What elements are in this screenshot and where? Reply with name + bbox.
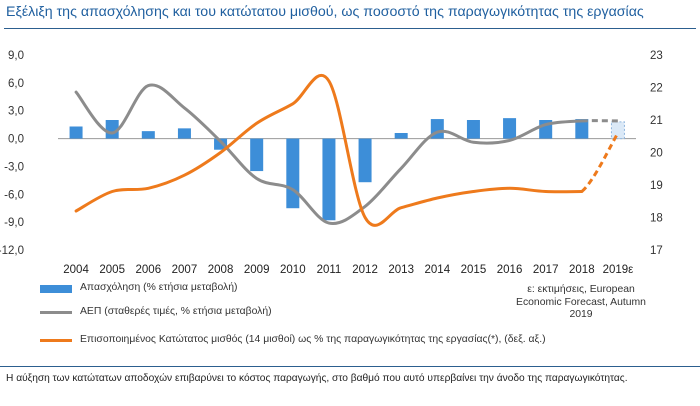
- bar-employment: [610, 121, 625, 140]
- y-right-tick-label: 20: [650, 148, 663, 160]
- x-tick-label: 2008: [208, 264, 234, 276]
- x-tick-label: 2016: [497, 264, 523, 276]
- y-right-tick-label: 23: [650, 50, 663, 62]
- x-tick-label: 2006: [136, 264, 162, 276]
- y-right-tick-label: 19: [650, 180, 663, 192]
- chart-title: Εξέλιξη της απασχόλησης και του κατώτατο…: [6, 4, 644, 20]
- title-divider: [4, 28, 696, 29]
- y-left-tick-label: 3,0: [8, 106, 24, 118]
- line-minwage: [74, 73, 584, 227]
- bar-employment: [322, 138, 336, 221]
- x-tick-label: 2015: [461, 264, 487, 276]
- legend-label-gdp: ΑΕΠ (σταθερές τιμές, % ετήσια μεταβολή): [80, 306, 272, 317]
- bar-employment: [394, 133, 408, 139]
- y-right-tick-label: 22: [650, 83, 663, 95]
- x-tick-label: 2013: [388, 264, 414, 276]
- legend-swatch-gdp: [40, 311, 72, 314]
- x-tick-label: 2009: [244, 264, 270, 276]
- bar-employment: [177, 128, 191, 139]
- footer-text: Η αύξηση των κατώτατων αποδοχών επιβαρύν…: [6, 373, 628, 384]
- x-tick-label: 2014: [425, 264, 451, 276]
- y-left-tick-label: 0,0: [8, 134, 24, 146]
- x-tick-label: 2019ε: [603, 264, 634, 276]
- bar-employment: [466, 120, 480, 139]
- bar-employment: [214, 138, 228, 150]
- y-right-tick-label: 18: [650, 213, 663, 225]
- x-tick-label: 2010: [280, 264, 306, 276]
- bar-employment: [503, 118, 517, 139]
- x-tick-label: 2007: [172, 264, 198, 276]
- legend-label-employment: Απασχόληση (% ετήσια μεταβολή): [80, 282, 238, 293]
- x-tick-label: 2011: [317, 264, 342, 276]
- bar-employment: [69, 126, 83, 139]
- bar-employment: [141, 131, 155, 139]
- y-right-tick-label: 21: [650, 115, 663, 127]
- bar-employment: [286, 138, 300, 209]
- legend-swatch-minwage: [40, 339, 72, 342]
- footer-divider: [0, 366, 700, 367]
- legend-swatch-employment: [40, 285, 72, 293]
- line-minwage-estimate: [580, 132, 620, 193]
- y-left-tick-label: 9,0: [8, 50, 24, 62]
- bar-employment: [250, 138, 264, 172]
- x-tick-label: 2005: [99, 264, 125, 276]
- bar-employment: [575, 119, 589, 139]
- estimate-note: ε: εκτιμήσεις, European Economic Forecas…: [516, 284, 646, 320]
- legend-label-minwage: Επισοποιημένος Κατώτατος μισθός (14 μισθ…: [80, 334, 546, 345]
- x-tick-label: 2017: [533, 264, 559, 276]
- y-left-tick-label: -3,0: [4, 161, 24, 173]
- x-tick-label: 2004: [63, 264, 89, 276]
- x-tick-label: 2012: [352, 264, 378, 276]
- y-left-tick-label: -12,0: [0, 245, 24, 257]
- y-left-tick-label: 6,0: [8, 78, 24, 90]
- y-right-tick-label: 17: [650, 245, 663, 257]
- y-left-tick-label: -9,0: [4, 217, 24, 229]
- bar-employment: [358, 138, 372, 183]
- line-gdp: [74, 83, 584, 226]
- x-tick-label: 2018: [569, 264, 595, 276]
- y-left-tick-label: -6,0: [4, 189, 24, 201]
